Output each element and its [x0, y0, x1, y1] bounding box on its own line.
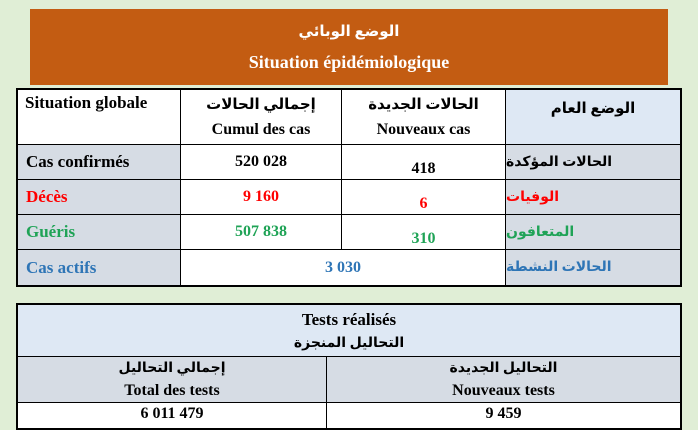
row-active-label: Cas actifs [18, 250, 181, 285]
row-active-label-arabic: الحالات النشطة [506, 250, 680, 285]
banner-title-french: Situation épidémiologique [248, 51, 450, 72]
row-recovered-label-arabic: المتعافون [506, 215, 680, 250]
header-cumul-arabic: إجمالي الحالات [206, 97, 316, 113]
header-nouveaux-cas: الحالات الجديدة Nouveaux cas [342, 90, 506, 145]
row-deaths-label-arabic: الوفيات [506, 180, 680, 215]
tests-table-title: Tests réalisés التحاليل المنجزة [18, 305, 680, 357]
row-confirmed-label-arabic: الحالات المؤكدة [506, 145, 680, 180]
tests-title-french: Tests réalisés [301, 309, 397, 329]
row-recovered-new: 310 [342, 215, 506, 250]
row-recovered-cumul: 507 838 [181, 215, 342, 250]
tests-new-header: التحاليل الجديدة Nouveaux tests [327, 357, 680, 403]
epidemic-situation-banner: الوضع الوبائي Situation épidémiologique [30, 9, 668, 85]
tests-total-header-arabic: إجمالي التحاليل [118, 360, 226, 376]
row-deaths-cumul: 9 160 [181, 180, 342, 215]
row-confirmed-cumul: 520 028 [181, 145, 342, 180]
header-etat-general: الوضع العام [506, 90, 680, 145]
tests-table: Tests réalisés التحاليل المنجزة إجمالي ا… [16, 303, 682, 430]
tests-title-arabic: التحاليل المنجزة [293, 335, 405, 351]
tests-total-header-french: Total des tests [124, 381, 220, 399]
row-active-value: 3 030 [181, 250, 506, 285]
header-situation-globale: Situation globale [18, 90, 181, 145]
row-deaths-new: 6 [342, 180, 506, 215]
row-recovered-label: Guéris [18, 215, 181, 250]
header-cumul-des-cas: إجمالي الحالات Cumul des cas [181, 90, 342, 145]
header-nouveaux-arabic: الحالات الجديدة [368, 97, 479, 113]
tests-total-value: 6 011 479 [18, 403, 327, 428]
row-confirmed-new: 418 [342, 145, 506, 180]
header-nouveaux-french: Nouveaux cas [376, 121, 471, 138]
row-deaths-label: Décès [18, 180, 181, 215]
epidemic-situation-table: Situation globale إجمالي الحالات Cumul d… [16, 88, 682, 287]
tests-new-value: 9 459 [485, 405, 522, 422]
tests-total-header: إجمالي التحاليل Total des tests [18, 357, 327, 403]
row-confirmed-label: Cas confirmés [18, 145, 181, 180]
header-cumul-french: Cumul des cas [211, 121, 311, 138]
tests-new-header-arabic: التحاليل الجديدة [449, 360, 558, 376]
banner-title-arabic: الوضع الوبائي [298, 23, 400, 40]
tests-new-header-french: Nouveaux tests [452, 381, 555, 399]
